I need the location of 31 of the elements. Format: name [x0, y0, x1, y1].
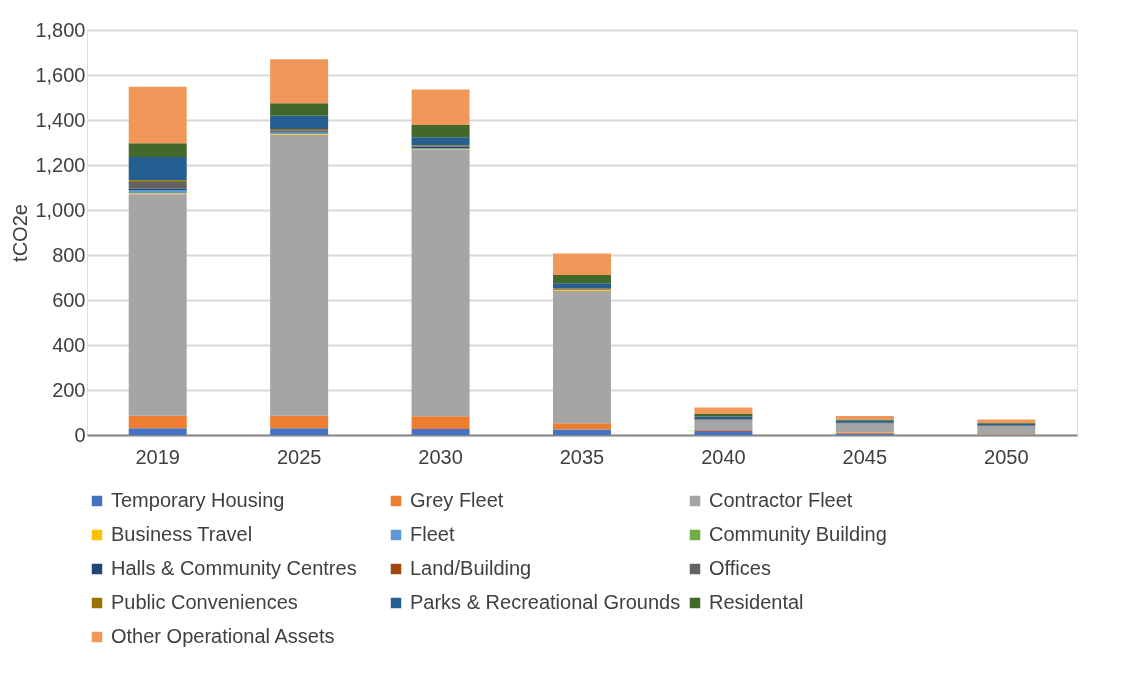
- legend-label: Residental: [709, 591, 804, 613]
- x-tick-label: 2050: [984, 445, 1029, 468]
- y-tick-label: 1,800: [35, 18, 86, 41]
- y-tick-label: 600: [52, 288, 86, 311]
- y-tick-label: 800: [52, 243, 86, 266]
- x-tick-label: 2040: [701, 445, 746, 468]
- legend-label: Business Travel: [111, 523, 253, 545]
- legend-label: Fleet: [410, 523, 455, 545]
- legend-label: Contractor Fleet: [709, 489, 853, 511]
- legend-label: Community Building: [709, 523, 887, 545]
- legend-label: Temporary Housing: [111, 489, 285, 511]
- x-tick-label: 2045: [842, 445, 888, 468]
- x-tick-label: 2019: [135, 445, 180, 468]
- y-axis-title: tCO2e: [9, 204, 32, 262]
- y-tick-label: 1,600: [35, 63, 86, 86]
- legend-label: Halls & Community Centres: [111, 557, 357, 579]
- legend-label: Land/Building: [410, 557, 532, 579]
- legend-label: Parks & Recreational Grounds: [410, 591, 681, 613]
- y-tick-label: 1,200: [35, 153, 86, 176]
- x-tick-label: 2025: [276, 445, 322, 468]
- y-tick-label: 200: [52, 378, 86, 401]
- x-tick-label: 2035: [559, 445, 605, 468]
- legend-label: Grey Fleet: [410, 489, 504, 511]
- legend-label: Other Operational Assets: [111, 625, 335, 647]
- legend-label: Offices: [709, 557, 771, 579]
- y-tick-label: 1,400: [35, 108, 86, 131]
- y-tick-label: 0: [74, 423, 86, 446]
- y-tick-label: 1,000: [35, 198, 86, 221]
- x-tick-label: 2030: [418, 445, 463, 468]
- legend-label: Public Conveniences: [111, 591, 298, 613]
- y-tick-label: 400: [52, 333, 86, 356]
